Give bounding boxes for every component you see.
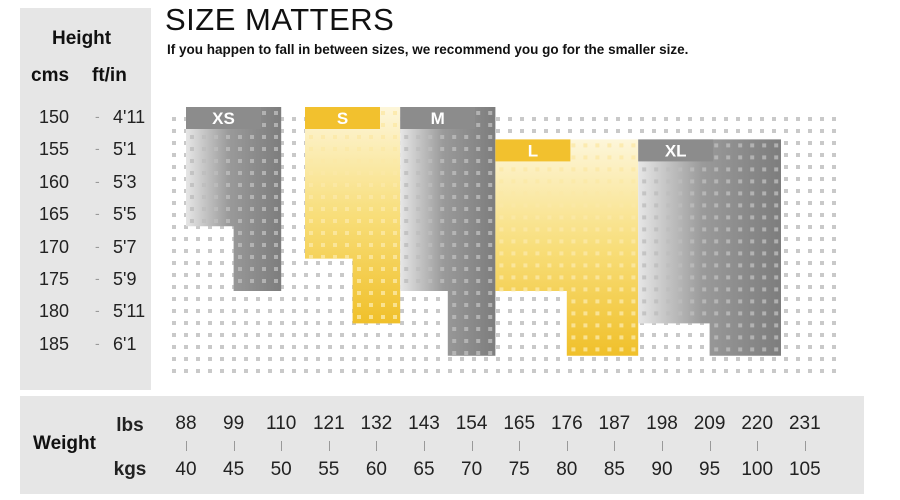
weight-kgs-value: 75 — [508, 459, 530, 480]
height-ftin-value: 5'11 — [113, 301, 146, 322]
size-label-s: S — [337, 109, 348, 128]
weight-tick — [519, 441, 521, 451]
height-ftin-value: 5'5 — [113, 204, 137, 225]
height-axis-panel — [20, 8, 151, 390]
height-separator: - — [95, 334, 100, 351]
height-cms-value: 150 — [39, 107, 70, 127]
weight-axis-panel — [20, 396, 864, 494]
weight-kgs-header: kgs — [113, 459, 147, 480]
weight-tick — [424, 441, 425, 451]
weight-lbs-value: 220 — [741, 413, 774, 434]
height-cms-header: cms — [31, 65, 70, 86]
height-cms-value: 155 — [39, 139, 70, 160]
height-separator: - — [95, 270, 100, 286]
size-region-m — [400, 107, 496, 356]
height-separator: - — [95, 205, 100, 222]
weight-lbs-value: 99 — [223, 413, 245, 434]
weight-lbs-value: 143 — [408, 413, 440, 434]
size-label-xs: XS — [212, 109, 235, 128]
weight-lbs-value: 121 — [312, 413, 345, 434]
size-tab-xl — [638, 139, 714, 162]
weight-kgs-value: 100 — [741, 459, 774, 480]
height-separator: - — [95, 172, 100, 189]
size-label-m: M — [431, 109, 445, 128]
size-region-xl — [638, 139, 781, 356]
weight-tick — [757, 441, 759, 451]
height-cms-value: 175 — [39, 269, 70, 289]
weight-kgs-value: 70 — [461, 459, 483, 480]
weight-lbs-value: 198 — [646, 413, 678, 434]
height-cms-value: 165 — [39, 204, 70, 225]
weight-title: Weight — [33, 433, 96, 454]
weight-tick — [186, 441, 187, 451]
chart-subtitle: If you happen to fall in between sizes, … — [167, 42, 689, 57]
size-label-l: L — [528, 141, 538, 160]
weight-kgs-value: 105 — [788, 459, 821, 480]
height-ftin-value: 5'7 — [113, 236, 137, 257]
weight-tick — [614, 441, 616, 451]
weight-kgs-value: 65 — [413, 459, 435, 480]
height-cms-value: 170 — [39, 236, 70, 257]
height-ftin-header: ft/in — [92, 65, 127, 86]
height-cms-value: 160 — [39, 171, 70, 192]
size-region-l — [495, 139, 639, 356]
weight-kgs-value: 50 — [270, 459, 292, 480]
height-title: Height — [52, 28, 112, 49]
height-separator: - — [95, 108, 100, 124]
weight-kgs-value: 60 — [365, 459, 387, 480]
weight-lbs-value: 110 — [266, 413, 297, 434]
weight-kgs-value: 85 — [603, 459, 625, 480]
weight-tick — [376, 441, 378, 451]
height-cms-value: 180 — [39, 301, 70, 322]
size-region-xs — [186, 107, 282, 291]
height-ftin-value: 6'1 — [113, 333, 137, 354]
weight-kgs-value: 80 — [556, 459, 578, 480]
size-tab-l — [495, 139, 571, 162]
height-ftin-value: 5'3 — [113, 171, 137, 192]
weight-lbs-value: 165 — [503, 413, 536, 434]
chart-title: SIZE MATTERS — [165, 2, 395, 37]
weight-tick — [328, 441, 330, 451]
weight-kgs-value: 40 — [175, 459, 197, 480]
weight-kgs-value: 45 — [223, 459, 245, 480]
weight-tick — [233, 441, 235, 451]
weight-lbs-value: 88 — [175, 413, 197, 434]
size-label-xl: XL — [665, 141, 687, 160]
height-ftin-value: 5'1 — [113, 139, 137, 160]
weight-kgs-value: 55 — [318, 459, 340, 480]
weight-kgs-value: 90 — [651, 459, 673, 480]
size-region-dots — [499, 143, 636, 352]
weight-lbs-value: 154 — [455, 413, 488, 434]
height-separator: - — [95, 237, 100, 254]
height-separator: - — [95, 302, 100, 319]
weight-lbs-value: 132 — [360, 413, 393, 434]
weight-kgs-value: 95 — [699, 459, 721, 480]
weight-tick — [471, 441, 473, 451]
height-separator: - — [95, 140, 100, 157]
size-tab-xs — [186, 107, 261, 129]
weight-tick — [281, 441, 283, 451]
size-tab-m — [400, 107, 476, 129]
weight-tick — [709, 441, 711, 451]
weight-tick — [804, 441, 806, 451]
weight-lbs-value: 176 — [550, 413, 583, 434]
weight-lbs-header: lbs — [116, 415, 144, 436]
weight-lbs-value: 231 — [788, 413, 821, 434]
weight-lbs-value: 187 — [598, 413, 631, 434]
weight-tick — [662, 441, 663, 451]
size-tab-s — [305, 107, 380, 129]
height-cms-value: 185 — [39, 333, 70, 354]
height-ftin-value: 4'11 — [113, 107, 146, 127]
height-ftin-value: 5'9 — [113, 269, 137, 289]
weight-lbs-value: 209 — [693, 413, 726, 434]
size-region-s — [305, 107, 401, 324]
weight-tick — [566, 441, 568, 451]
